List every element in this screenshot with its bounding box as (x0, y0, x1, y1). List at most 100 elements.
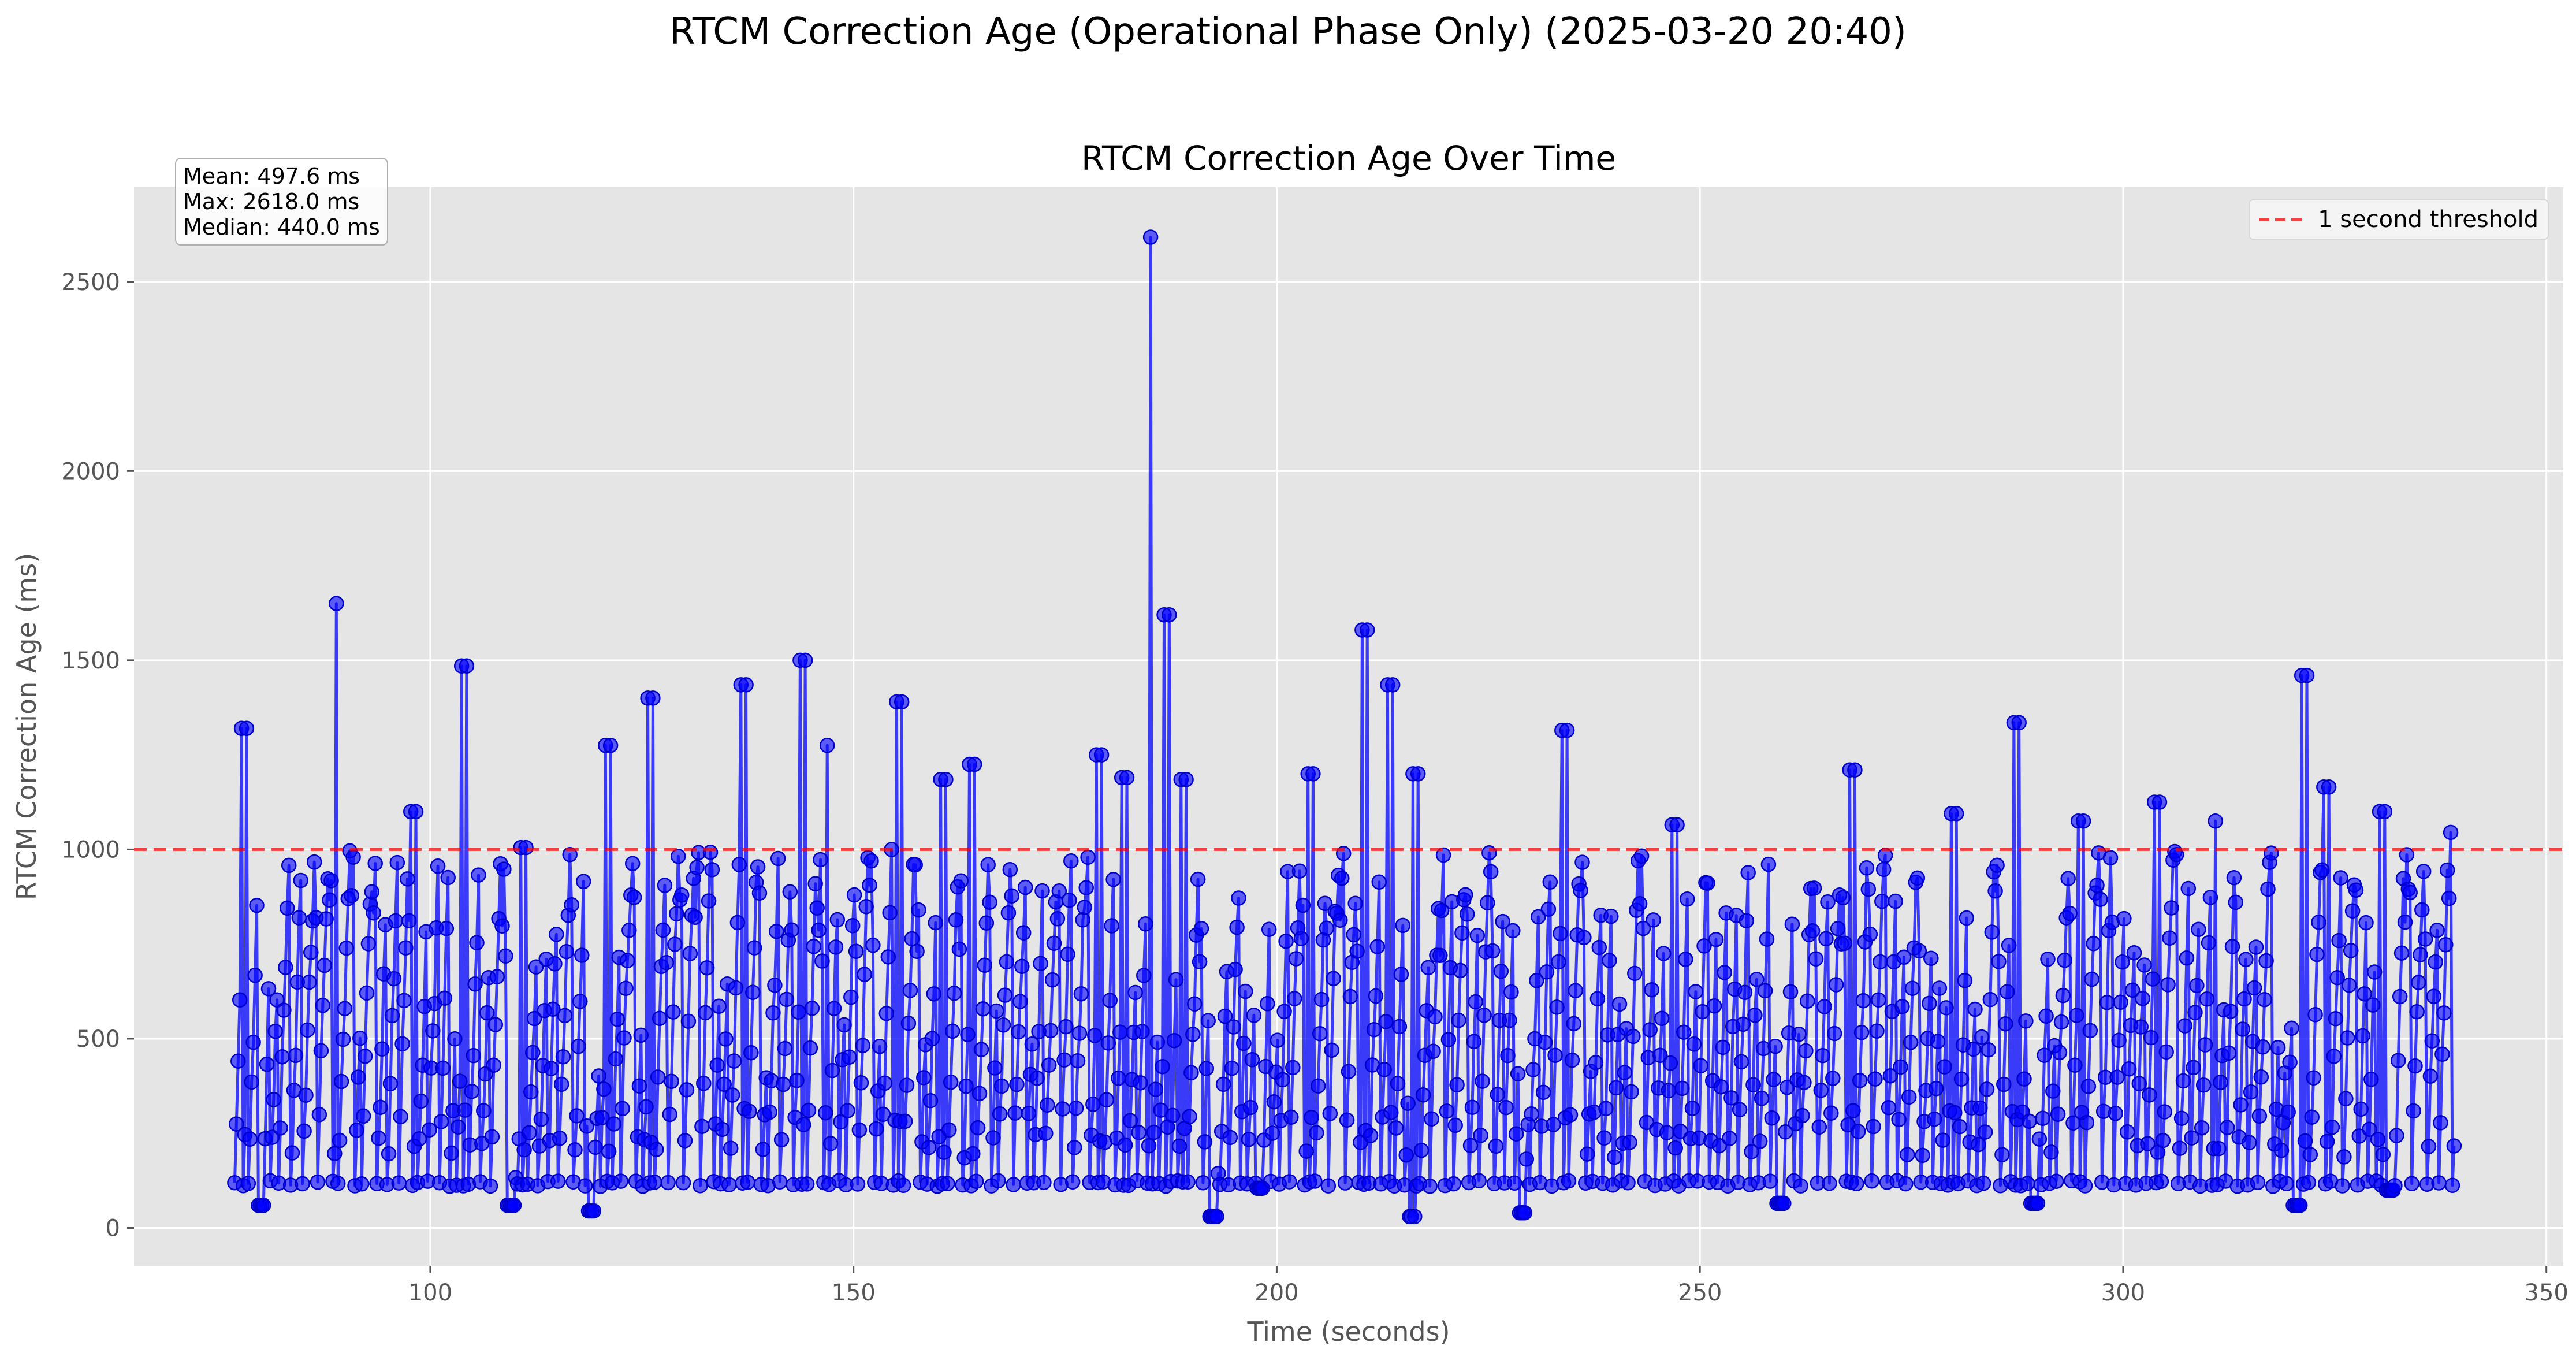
data-point (1187, 996, 1203, 1012)
data-point (723, 1140, 739, 1156)
data-point (895, 1177, 911, 1194)
data-point (2160, 977, 2176, 993)
data-point (1451, 1012, 1466, 1028)
stat-mean: Mean: 497.6 ms (183, 163, 360, 189)
data-point (1862, 926, 1878, 942)
data-point (516, 1142, 532, 1158)
data-point (1633, 848, 1650, 864)
data-point (2415, 864, 2432, 879)
data-point (944, 1023, 961, 1039)
data-point (1006, 1177, 1021, 1192)
data-point (1359, 622, 1375, 638)
data-point (489, 969, 505, 984)
data-point (2404, 1176, 2419, 1191)
data-point (1815, 1047, 1830, 1064)
data-point (1871, 992, 1886, 1008)
data-point (364, 884, 380, 900)
data-point (1999, 984, 2015, 999)
data-point (2258, 953, 2274, 969)
data-point (872, 1038, 888, 1054)
data-point (2155, 1132, 2171, 1149)
data-point (1937, 1059, 1952, 1075)
data-point (2292, 1197, 2308, 1213)
data-point (746, 940, 762, 956)
data-point (1804, 923, 1821, 939)
data-point (357, 1048, 373, 1064)
data-point (1981, 1042, 1997, 1058)
data-point (985, 1130, 1001, 1146)
data-point (1063, 853, 1079, 869)
data-point (1888, 893, 1903, 909)
data-point (608, 1051, 624, 1067)
data-point (2365, 997, 2381, 1013)
data-point (1307, 1173, 1323, 1189)
data-point (2037, 1047, 2052, 1063)
data-point (1017, 879, 1033, 895)
data-point (2199, 991, 2215, 1007)
data-point (1898, 1176, 1914, 1192)
data-point (2080, 1079, 2097, 1094)
data-point (1642, 1022, 1658, 1038)
data-point (1867, 1071, 1883, 1087)
data-point (647, 1175, 662, 1190)
data-point (1708, 931, 1724, 947)
data-point (1793, 1178, 1808, 1194)
data-point (1282, 1174, 1297, 1190)
data-point (327, 1146, 343, 1161)
data-point (836, 1017, 852, 1033)
data-point (1075, 912, 1091, 928)
data-point (2055, 987, 2071, 1004)
data-point (249, 897, 265, 913)
data-point (606, 1116, 622, 1132)
data-point (1049, 910, 1066, 927)
data-point (526, 1010, 542, 1027)
data-point (2135, 990, 2150, 1006)
data-point (807, 876, 823, 891)
data-point (1183, 1065, 1199, 1081)
data-point (1853, 1024, 1870, 1040)
data-point (1260, 996, 1275, 1012)
x-axis-label: Time (seconds) (1246, 1316, 1450, 1347)
data-point (2020, 1176, 2035, 1191)
data-point (1100, 1035, 1116, 1051)
data-point (373, 1099, 388, 1115)
data-point (2297, 1133, 2313, 1149)
data-point (2079, 1114, 2095, 1131)
data-point (997, 987, 1013, 1003)
data-point (382, 1076, 399, 1092)
data-point (2126, 945, 2142, 961)
data-point (1004, 888, 1019, 904)
data-point (1596, 1130, 1612, 1146)
data-point (1517, 1205, 1533, 1221)
data-point (1244, 1052, 1260, 1068)
data-point (1376, 1062, 1392, 1077)
data-point (1686, 1036, 1702, 1052)
data-point (1688, 984, 1704, 999)
data-point (1068, 1100, 1084, 1116)
data-point (797, 652, 813, 668)
series-line (227, 229, 2462, 1225)
data-point (1777, 1124, 1793, 1140)
data-point (1693, 1058, 1708, 1073)
data-point (699, 960, 715, 976)
data-point (2314, 862, 2330, 878)
data-point (1767, 1038, 1783, 1054)
data-point (1635, 920, 1651, 936)
data-point (1997, 1016, 2013, 1032)
data-point (655, 922, 671, 938)
data-point (1011, 1024, 1026, 1040)
data-point (330, 1176, 346, 1191)
y-tick-label: 1000 (61, 837, 120, 863)
data-point (709, 1057, 725, 1073)
data-point (2016, 1071, 2032, 1087)
data-point (496, 861, 512, 877)
data-point (2069, 1008, 2084, 1023)
data-point (2157, 1104, 2172, 1120)
data-point (804, 1001, 820, 1016)
data-point (1500, 1047, 1516, 1064)
data-point (2040, 952, 2056, 967)
data-point (2195, 1077, 2212, 1093)
data-point (1909, 870, 1926, 886)
data-point (2108, 1105, 2123, 1121)
data-point (1071, 1025, 1088, 1041)
